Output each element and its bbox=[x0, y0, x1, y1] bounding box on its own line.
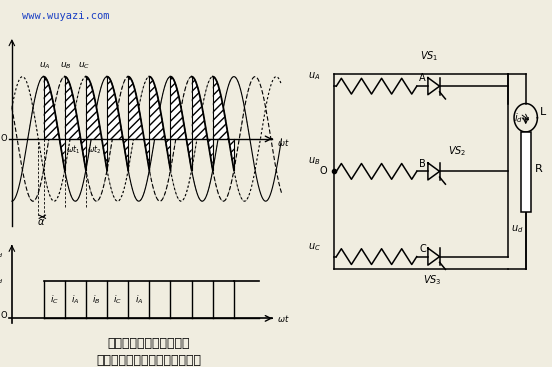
Text: C: C bbox=[420, 244, 426, 254]
Text: $\omega t_2$: $\omega t_2$ bbox=[87, 143, 102, 156]
Text: $i_d$: $i_d$ bbox=[514, 111, 523, 125]
Text: $u_B$: $u_B$ bbox=[61, 60, 72, 71]
Text: $u_d$: $u_d$ bbox=[512, 224, 524, 235]
Text: $I_d$: $I_d$ bbox=[0, 274, 4, 286]
Text: B: B bbox=[420, 159, 426, 169]
Text: L: L bbox=[540, 106, 546, 117]
Text: A: A bbox=[420, 73, 426, 83]
Text: O: O bbox=[1, 311, 7, 320]
Text: $i_B$: $i_B$ bbox=[92, 294, 100, 306]
Text: $\omega t_1$: $\omega t_1$ bbox=[66, 143, 81, 156]
Text: 带电感性负载时三相半波: 带电感性负载时三相半波 bbox=[108, 337, 190, 350]
Text: $i_A$: $i_A$ bbox=[71, 294, 79, 306]
Text: www.wuyazi.com: www.wuyazi.com bbox=[22, 11, 110, 21]
Text: 可控整流电路及电压、电流波形: 可控整流电路及电压、电流波形 bbox=[97, 354, 201, 367]
Text: $u_A$: $u_A$ bbox=[309, 70, 321, 82]
Text: O: O bbox=[320, 166, 327, 177]
Text: $i_C$: $i_C$ bbox=[113, 294, 122, 306]
Text: R: R bbox=[535, 164, 543, 174]
Text: $VS_2$: $VS_2$ bbox=[448, 144, 466, 158]
Text: $\omega t$: $\omega t$ bbox=[277, 313, 289, 324]
Text: $\alpha$: $\alpha$ bbox=[37, 217, 45, 227]
Text: $u_C$: $u_C$ bbox=[78, 60, 91, 71]
Text: $VS_1$: $VS_1$ bbox=[421, 49, 439, 63]
Text: $u_A$: $u_A$ bbox=[39, 60, 51, 71]
Text: O: O bbox=[1, 134, 7, 143]
Text: $i_d$: $i_d$ bbox=[0, 247, 4, 260]
Text: $u_C$: $u_C$ bbox=[308, 241, 321, 252]
Text: $i_A$: $i_A$ bbox=[135, 294, 143, 306]
Text: $u_B$: $u_B$ bbox=[309, 156, 321, 167]
Text: $i_C$: $i_C$ bbox=[50, 294, 59, 306]
Text: $\omega t$: $\omega t$ bbox=[277, 137, 289, 148]
Text: $VS_3$: $VS_3$ bbox=[423, 273, 442, 287]
Bar bbox=[521, 132, 531, 212]
